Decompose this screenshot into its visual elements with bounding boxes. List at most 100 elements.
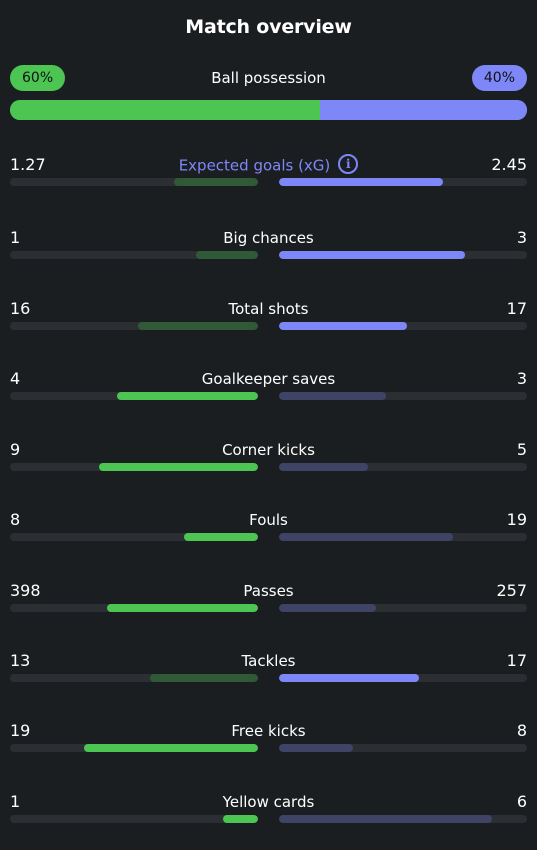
info-icon[interactable]: i (338, 154, 359, 174)
stat-row: 398 Passes 257 (10, 581, 527, 625)
stat-away-bar (279, 744, 354, 752)
stat-away-value: 19 (506, 510, 527, 529)
stat-away-track (279, 392, 527, 400)
stat-away-value: 3 (516, 228, 527, 247)
possession-header: 60% Ball possession 40% (10, 65, 527, 91)
stat-row: 1.27 Expected goals (xG) i 2.45 (10, 154, 527, 199)
stat-away-bar (279, 815, 492, 823)
stat-away-track (279, 463, 527, 471)
stat-away-value: 2.45 (491, 155, 527, 174)
stat-home-track (10, 744, 258, 752)
stat-away-track (279, 604, 527, 612)
stat-name-label: Total shots (228, 300, 309, 318)
stat-row: 13 Tackles 17 (10, 651, 527, 695)
stat-home-track (10, 815, 258, 823)
stat-home-track (10, 251, 258, 259)
stat-name[interactable]: Expected goals (xG) i (10, 154, 527, 176)
stat-row: 9 Corner kicks 5 (10, 440, 527, 484)
stat-away-bar (279, 251, 465, 259)
stat-home-bar (106, 604, 258, 612)
stat-row: 19 Free kicks 8 (10, 721, 527, 765)
panel-title: Match overview (185, 16, 352, 38)
stat-away-value: 17 (506, 299, 527, 318)
stat-name: Yellow cards (10, 793, 527, 811)
stat-home-track (10, 604, 258, 612)
stat-row: 16 Total shots 17 (10, 299, 527, 343)
stat-home-track (10, 533, 258, 541)
stat-home-bar (116, 392, 258, 400)
stat-row: 4 Goalkeeper saves 3 (10, 369, 527, 413)
stat-home-bar (196, 251, 258, 259)
stat-home-value: 398 (10, 581, 41, 600)
possession-away-badge: 40% (471, 65, 527, 91)
stat-home-bar (173, 178, 258, 186)
stat-home-bar (222, 815, 258, 823)
possession-bar-home (10, 100, 321, 120)
stat-row: 1 Big chances 3 (10, 228, 527, 272)
stat-home-value: 4 (10, 369, 21, 388)
stat-home-bar (150, 674, 258, 682)
stat-name: Corner kicks (10, 441, 527, 459)
stat-away-bar (279, 604, 376, 612)
stat-away-track (279, 251, 527, 259)
stat-home-track (10, 392, 258, 400)
stat-away-track (279, 322, 527, 330)
stat-home-bar (99, 463, 258, 471)
stat-name-label: Passes (243, 582, 294, 600)
stat-home-value: 16 (10, 299, 31, 318)
stat-away-bar (279, 322, 407, 330)
stat-row: 8 Fouls 19 (10, 510, 527, 554)
stat-name: Goalkeeper saves (10, 370, 527, 388)
stat-home-value: 1 (10, 228, 21, 247)
stat-away-value: 257 (496, 581, 527, 600)
stat-home-value: 8 (10, 510, 21, 529)
stat-away-track (279, 533, 527, 541)
stat-name-label: Expected goals (xG) (178, 156, 331, 175)
stat-home-value: 1.27 (10, 155, 46, 174)
possession-home-badge: 60% (10, 65, 66, 91)
stat-name-label: Yellow cards (222, 793, 315, 811)
stat-home-value: 9 (10, 440, 21, 459)
stat-away-value: 8 (516, 721, 527, 740)
stat-name: Fouls (10, 511, 527, 529)
stat-name: Free kicks (10, 722, 527, 740)
possession-bar-away (320, 100, 527, 120)
stat-home-bar (183, 533, 258, 541)
stat-away-value: 5 (516, 440, 527, 459)
stat-name: Total shots (10, 300, 527, 318)
stat-name: Passes (10, 582, 527, 600)
stat-away-track (279, 674, 527, 682)
possession-label: Ball possession (211, 69, 326, 87)
stat-away-value: 6 (516, 792, 527, 811)
stat-home-value: 13 (10, 651, 31, 670)
stat-away-track (279, 178, 527, 186)
stat-name-label: Free kicks (231, 722, 306, 740)
stat-home-value: 1 (10, 792, 21, 811)
stat-away-track (279, 815, 527, 823)
stat-name-label: Big chances (223, 229, 314, 247)
stat-away-bar (279, 463, 369, 471)
stat-away-bar (279, 533, 453, 541)
stat-name-label: Corner kicks (222, 441, 315, 459)
stat-away-value: 17 (506, 651, 527, 670)
stat-home-track (10, 674, 258, 682)
stat-name: Big chances (10, 229, 527, 247)
stat-home-track (10, 322, 258, 330)
stat-away-track (279, 744, 527, 752)
stat-home-bar (137, 322, 258, 330)
stat-name-label: Goalkeeper saves (201, 370, 336, 388)
stat-away-bar (279, 674, 420, 682)
stat-name-label: Fouls (249, 511, 288, 529)
stat-away-bar (279, 392, 386, 400)
stat-home-track (10, 463, 258, 471)
stat-home-bar (84, 744, 258, 752)
stat-away-value: 3 (516, 369, 527, 388)
stat-row: 1 Yellow cards 6 (10, 792, 527, 836)
stat-away-bar (279, 178, 443, 186)
stat-name: Tackles (10, 652, 527, 670)
stat-home-value: 19 (10, 721, 31, 740)
stat-name-label: Tackles (241, 652, 296, 670)
possession-bar (10, 100, 527, 120)
stat-home-track (10, 178, 258, 186)
